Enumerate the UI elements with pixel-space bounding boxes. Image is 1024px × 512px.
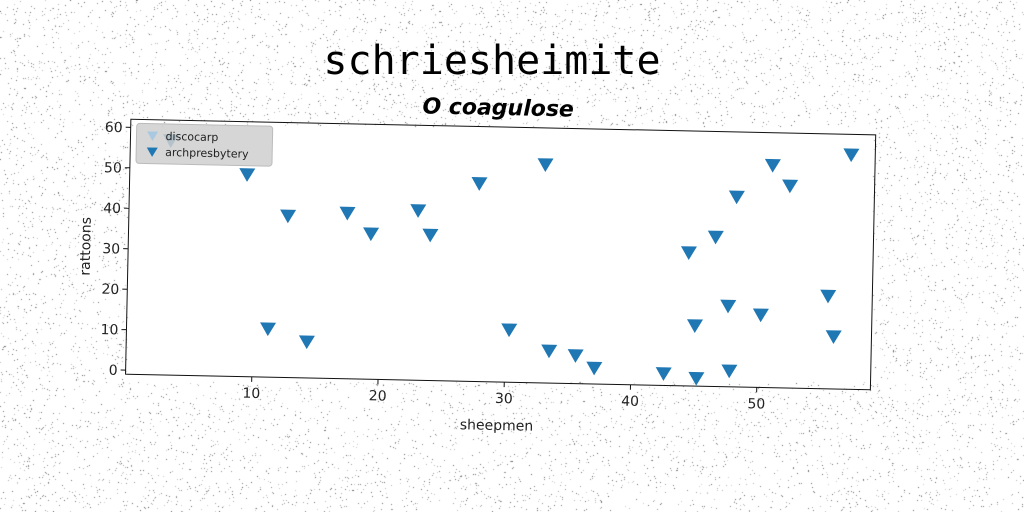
data-point [728, 190, 745, 205]
data-points [162, 134, 860, 386]
legend: discocarp archpresbytery [135, 122, 274, 167]
data-point [260, 322, 277, 337]
x-tick-label: 30 [495, 391, 513, 407]
plot-frame [125, 118, 877, 391]
data-point [655, 367, 672, 381]
data-point [586, 361, 603, 376]
x-axis: 10 20 30 40 50 [242, 376, 765, 413]
data-point [721, 364, 738, 379]
y-tick-label: 10 [100, 322, 118, 338]
data-point [363, 227, 380, 242]
data-point [687, 319, 704, 333]
data-point [752, 308, 769, 323]
data-point [680, 246, 697, 260]
data-point [782, 179, 799, 194]
y-tick-label: 40 [103, 201, 121, 217]
x-tick-label: 10 [242, 386, 260, 402]
chart-suptitle: schriesheimite [323, 38, 660, 84]
legend-marker [147, 131, 159, 141]
data-point [471, 177, 488, 191]
data-point [537, 158, 554, 172]
data-point [825, 330, 842, 344]
data-point [501, 323, 518, 338]
x-tick-label: 40 [621, 394, 639, 410]
data-point [280, 209, 297, 224]
y-tick-label: 20 [101, 282, 119, 298]
data-point [707, 230, 724, 245]
x-tick-label: 50 [747, 396, 765, 412]
data-point [567, 349, 584, 363]
plot-group: O coagulose 10 20 30 40 50 0 10 20 30 40 50 60 she… [78, 94, 877, 435]
data-point [843, 148, 860, 163]
y-tick-label: 60 [105, 120, 123, 136]
data-point [422, 228, 439, 243]
y-tick-label: 30 [102, 241, 120, 257]
legend-label: archpresbytery [165, 146, 249, 161]
x-axis-label: sheepmen [460, 417, 534, 435]
data-point [339, 206, 356, 221]
legend-label: discocarp [165, 130, 218, 144]
y-axis-label: rattoons [78, 217, 95, 276]
data-point [820, 289, 837, 304]
data-point [720, 299, 737, 314]
chart-title: O coagulose [422, 94, 574, 122]
data-point [541, 344, 558, 359]
data-point [688, 371, 705, 386]
legend-box [135, 122, 274, 167]
y-tick-label: 0 [109, 363, 118, 379]
data-point [239, 168, 256, 182]
data-point [298, 335, 315, 350]
y-tick-label: 50 [104, 160, 122, 176]
data-point [410, 204, 427, 218]
data-point [764, 158, 781, 173]
x-tick-label: 20 [369, 388, 387, 404]
y-axis: 0 10 20 30 40 50 60 [100, 120, 131, 379]
legend-marker [146, 147, 158, 157]
